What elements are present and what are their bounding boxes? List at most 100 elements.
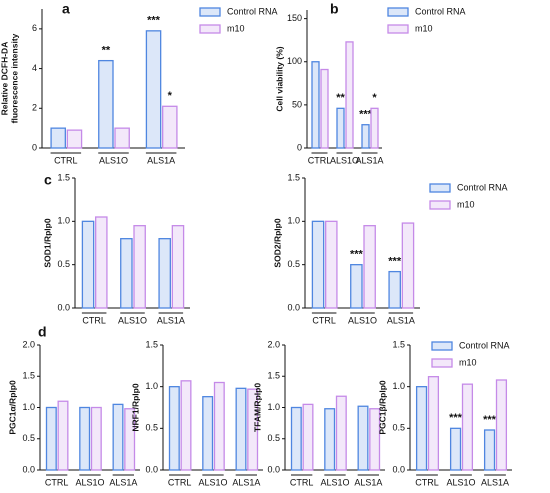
y-tick-label: 4 bbox=[32, 63, 37, 73]
significance: * bbox=[168, 90, 173, 102]
y-tick-label: 1.0 bbox=[392, 381, 405, 391]
significance: *** bbox=[359, 109, 373, 121]
legend-label: Control RNA bbox=[457, 182, 508, 192]
y-tick-label: 1.5 bbox=[287, 172, 300, 182]
x-tick-label: ALS1A bbox=[481, 477, 509, 487]
legend-label: Control RNA bbox=[227, 6, 278, 16]
y-tick-label: 6 bbox=[32, 23, 37, 33]
bar bbox=[483, 429, 496, 471]
bar bbox=[202, 396, 214, 471]
bar bbox=[235, 387, 247, 471]
bar bbox=[57, 400, 69, 471]
panel-label: c bbox=[44, 172, 52, 188]
bar bbox=[461, 383, 474, 471]
bar bbox=[81, 220, 95, 309]
significance: ** bbox=[102, 45, 111, 57]
bar bbox=[335, 395, 347, 471]
bar bbox=[370, 107, 379, 149]
bar bbox=[336, 107, 345, 149]
y-tick-label: 1.0 bbox=[22, 402, 35, 412]
y-axis-label: PGC1α/Rplp0 bbox=[7, 380, 17, 435]
y-tick-label: 0.0 bbox=[392, 464, 405, 474]
x-tick-label: CTRL bbox=[312, 315, 336, 325]
y-tick-label: 0.5 bbox=[145, 423, 158, 433]
bar bbox=[388, 270, 401, 309]
x-tick-label: ALS1A bbox=[147, 155, 175, 165]
bar bbox=[180, 380, 192, 471]
legend-swatch bbox=[199, 24, 221, 34]
y-tick-label: 1.0 bbox=[267, 402, 280, 412]
y-tick-label: 150 bbox=[287, 13, 302, 23]
y-tick-label: 0.5 bbox=[57, 259, 70, 269]
bar bbox=[120, 238, 133, 309]
y-axis-label: NRF1/Rplp0 bbox=[130, 383, 140, 431]
bar bbox=[311, 61, 320, 149]
bar bbox=[50, 127, 66, 149]
bar bbox=[320, 68, 329, 149]
y-tick-label: 1.5 bbox=[392, 339, 405, 349]
bar bbox=[171, 225, 185, 309]
y-tick-label: 0.0 bbox=[287, 302, 300, 312]
x-tick-label: ALS1O bbox=[446, 477, 475, 487]
significance: ** bbox=[336, 92, 345, 104]
x-tick-label: CTRL bbox=[308, 155, 332, 165]
y-tick-label: 2.0 bbox=[267, 339, 280, 349]
legend-swatch bbox=[199, 7, 221, 17]
y-axis-label: Cell viability (%) bbox=[274, 46, 284, 111]
y-axis-label: PGC1β/Rplp0 bbox=[377, 380, 387, 435]
y-tick-label: 0.0 bbox=[57, 302, 70, 312]
bar bbox=[79, 406, 91, 471]
significance: * bbox=[372, 92, 377, 104]
bar bbox=[162, 105, 178, 149]
bar bbox=[290, 406, 302, 471]
bar bbox=[302, 403, 314, 471]
x-tick-label: ALS1A bbox=[355, 155, 383, 165]
legend-label: m10 bbox=[227, 23, 245, 33]
legend-label: Control RNA bbox=[459, 340, 510, 350]
bar bbox=[369, 408, 381, 471]
x-tick-label: ALS1A bbox=[232, 477, 260, 487]
bar bbox=[114, 127, 130, 149]
bar bbox=[324, 408, 336, 471]
significance: *** bbox=[147, 15, 161, 27]
y-axis-label: fluorescence intensity bbox=[9, 33, 19, 123]
legend-swatch bbox=[429, 200, 451, 210]
x-tick-label: ALS1O bbox=[75, 477, 104, 487]
x-tick-label: ALS1A bbox=[157, 315, 185, 325]
panel-label: d bbox=[38, 324, 47, 340]
bar bbox=[145, 30, 162, 149]
bar bbox=[363, 225, 376, 309]
y-tick-label: 0.0 bbox=[145, 464, 158, 474]
y-tick-label: 1.5 bbox=[145, 339, 158, 349]
y-tick-label: 2.0 bbox=[22, 339, 35, 349]
panel-label: a bbox=[62, 1, 70, 17]
x-tick-label: ALS1O bbox=[198, 477, 227, 487]
x-tick-label: CTRL bbox=[290, 477, 314, 487]
x-tick-label: ALS1O bbox=[348, 315, 377, 325]
y-tick-label: 0.5 bbox=[22, 433, 35, 443]
bar bbox=[133, 225, 146, 309]
y-tick-label: 0.5 bbox=[392, 423, 405, 433]
y-tick-label: 0 bbox=[297, 142, 302, 152]
legend-label: m10 bbox=[457, 199, 475, 209]
x-tick-label: ALS1O bbox=[320, 477, 349, 487]
legend-label: m10 bbox=[415, 23, 433, 33]
significance: *** bbox=[388, 256, 402, 268]
legend-swatch bbox=[431, 358, 453, 368]
bar bbox=[361, 124, 370, 149]
x-tick-label: ALS1O bbox=[99, 155, 128, 165]
y-tick-label: 2 bbox=[32, 103, 37, 113]
bar bbox=[90, 406, 102, 471]
significance: *** bbox=[350, 249, 364, 261]
y-tick-label: 1.0 bbox=[145, 381, 158, 391]
y-axis-label: SOD2/Rplp0 bbox=[272, 218, 282, 267]
y-tick-label: 1.5 bbox=[22, 371, 35, 381]
y-tick-label: 100 bbox=[287, 56, 302, 66]
legend-label: m10 bbox=[459, 357, 477, 367]
bar bbox=[213, 381, 225, 471]
y-axis-label: SOD1/Rplp0 bbox=[42, 218, 52, 267]
legend-label: Control RNA bbox=[415, 6, 466, 16]
significance: *** bbox=[483, 414, 497, 426]
legend-swatch bbox=[429, 183, 451, 193]
